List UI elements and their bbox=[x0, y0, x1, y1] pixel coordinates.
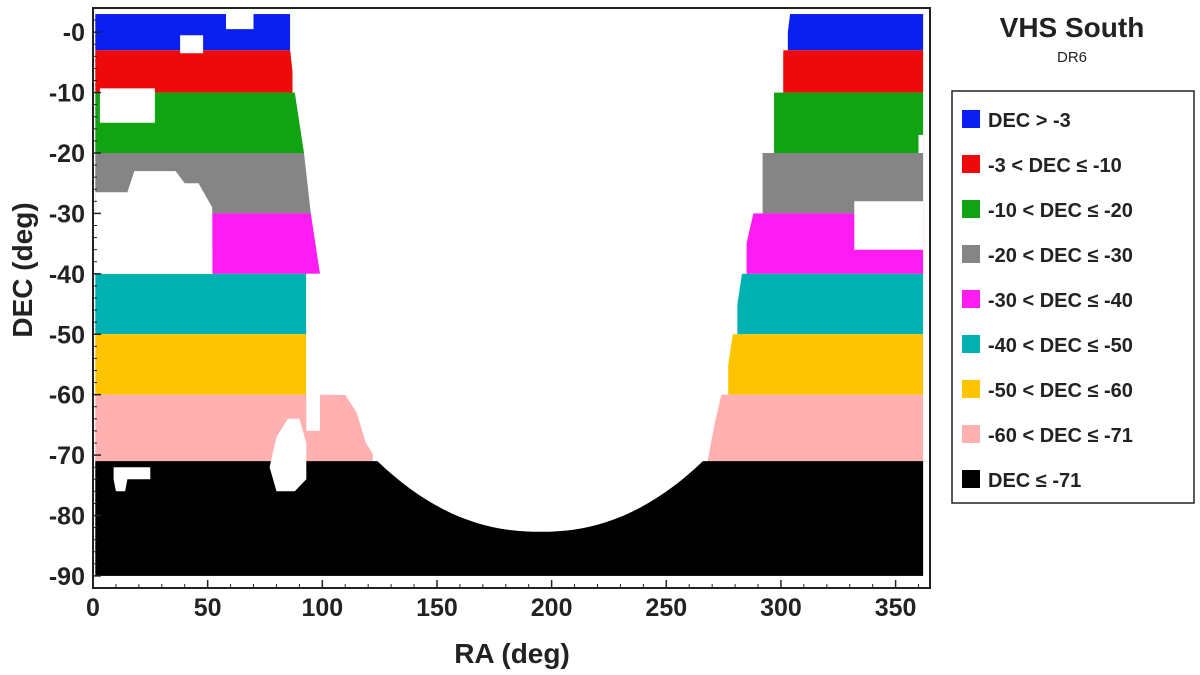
y-tick-label-8: -80 bbox=[49, 503, 85, 531]
band-6-segment-2 bbox=[728, 334, 924, 395]
x-tick-label-0: 0 bbox=[86, 594, 100, 622]
legend-entry-2: -10 < DEC ≤ -20 bbox=[962, 200, 1133, 222]
y-tick-label-6: -60 bbox=[49, 382, 85, 410]
legend-label-4: -30 < DEC ≤ -40 bbox=[988, 290, 1133, 312]
gap-ra5-dec12 bbox=[99, 88, 155, 123]
legend-entry-5: -40 < DEC ≤ -50 bbox=[962, 335, 1133, 357]
band-1-segment-0 bbox=[95, 50, 293, 93]
gap-ra15-dec74 bbox=[113, 467, 151, 492]
legend-swatch-8 bbox=[962, 470, 980, 488]
legend-swatch-4 bbox=[962, 290, 980, 308]
legend: DEC > -3 -3 < DEC ≤ -10 -10 < DEC ≤ -20 -20… bbox=[951, 90, 1195, 504]
x-tick-label-2: 100 bbox=[301, 594, 343, 622]
legend-swatch-6 bbox=[962, 380, 980, 398]
y-tick-label-5: -50 bbox=[49, 321, 85, 349]
legend-label-5: -40 < DEC ≤ -50 bbox=[988, 335, 1133, 357]
y-tick-label-2: -20 bbox=[49, 140, 85, 168]
legend-swatch-1 bbox=[962, 155, 980, 173]
x-tick-label-4: 200 bbox=[531, 594, 573, 622]
y-tick-label-9: -90 bbox=[49, 563, 85, 591]
y-tick-label-7: -70 bbox=[49, 442, 85, 470]
legend-swatch-3 bbox=[962, 245, 980, 263]
x-tick-label-6: 300 bbox=[760, 594, 802, 622]
gap-ra85-dec70 bbox=[269, 418, 307, 492]
gap-top-step bbox=[226, 14, 254, 30]
x-tick-label-3: 150 bbox=[416, 594, 458, 622]
band-7-segment-0 bbox=[95, 394, 373, 462]
band-4-segment-0 bbox=[212, 213, 321, 274]
gap-ra97-dec55 bbox=[306, 334, 325, 395]
band-6-segment-0 bbox=[95, 334, 307, 395]
band-7-segment-1 bbox=[707, 394, 924, 462]
band-5 bbox=[95, 273, 924, 335]
y-axis-title: DEC (deg) bbox=[7, 202, 38, 337]
band-0 bbox=[95, 14, 924, 51]
legend-entry-8: DEC ≤ -71 bbox=[962, 470, 1081, 492]
chart-title: VHS South bbox=[1000, 12, 1145, 43]
gap-top-left bbox=[180, 35, 204, 54]
gap-ra25-dec32 bbox=[95, 171, 213, 274]
x-tick-label-1: 50 bbox=[194, 594, 222, 622]
gap-small-dec25 bbox=[150, 180, 162, 196]
gap-ra110-dec55 bbox=[336, 334, 369, 395]
y-tick-label-0: -0 bbox=[63, 19, 85, 47]
legend-entry-4: -30 < DEC ≤ -40 bbox=[962, 290, 1133, 312]
band-6 bbox=[95, 334, 924, 395]
gap-ra361-dec18 bbox=[918, 134, 924, 153]
legend-label-1: -3 < DEC ≤ -10 bbox=[988, 155, 1122, 177]
gap-ra25-dec38 bbox=[95, 249, 213, 274]
y-tick-label-3: -30 bbox=[49, 200, 85, 228]
y-tick-label-1: -10 bbox=[49, 80, 85, 108]
band-5-segment-1 bbox=[737, 273, 924, 335]
band-0-segment-1 bbox=[787, 14, 924, 51]
legend-entry-6: -50 < DEC ≤ -60 bbox=[962, 380, 1133, 402]
legend-label-2: -10 < DEC ≤ -20 bbox=[988, 200, 1133, 222]
band-2-segment-1 bbox=[774, 92, 924, 153]
band-7 bbox=[95, 394, 924, 462]
legend-label-0: DEC > -3 bbox=[988, 110, 1071, 132]
legend-entry-7: -60 < DEC ≤ -71 bbox=[962, 425, 1133, 447]
gap-galactic-plane bbox=[290, 14, 791, 532]
x-axis-title: RA (deg) bbox=[454, 638, 570, 669]
legend-swatch-2 bbox=[962, 200, 980, 218]
legend-label-6: -50 < DEC ≤ -60 bbox=[988, 380, 1133, 402]
y-tick-label-4: -40 bbox=[49, 261, 85, 289]
legend-label-8: DEC ≤ -71 bbox=[988, 470, 1081, 492]
band-1 bbox=[95, 50, 924, 93]
coverage-gaps bbox=[95, 14, 924, 532]
axes: 0 50 100 150 200 250 300 350 -0 -10 -20 -30 -40 -50 -6… bbox=[49, 7, 931, 622]
legend-entry-0: DEC > -3 bbox=[962, 110, 1071, 132]
legend-swatch-5 bbox=[962, 335, 980, 353]
legend-swatch-0 bbox=[962, 110, 980, 128]
band-5-segment-0 bbox=[95, 273, 307, 335]
legend-box bbox=[951, 90, 1195, 504]
gap-ra95-dec62 bbox=[306, 394, 320, 431]
x-tick-label-5: 250 bbox=[645, 594, 687, 622]
legend-entry-3: -20 < DEC ≤ -30 bbox=[962, 245, 1133, 267]
legend-entry-1: -3 < DEC ≤ -10 bbox=[962, 155, 1122, 177]
band-1-segment-1 bbox=[783, 50, 924, 93]
chart-subtitle: DR6 bbox=[1057, 49, 1087, 66]
legend-label-7: -60 < DEC ≤ -71 bbox=[988, 425, 1133, 447]
legend-swatch-7 bbox=[962, 425, 980, 443]
legend-label-3: -20 < DEC ≤ -30 bbox=[988, 245, 1133, 267]
x-tick-label-7: 350 bbox=[875, 594, 917, 622]
gap-ra345-dec32 bbox=[854, 201, 924, 250]
